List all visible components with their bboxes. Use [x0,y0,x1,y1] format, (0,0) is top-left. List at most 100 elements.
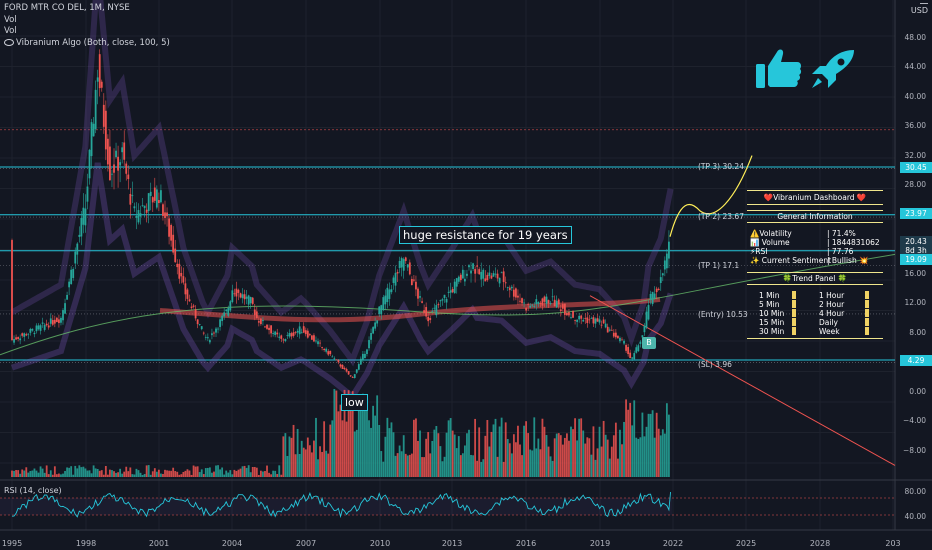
candle-body [445,298,448,303]
volume-bar [584,443,587,477]
algo-indicator[interactable]: Vibranium Algo (Both, close, 100, 5) [4,38,170,50]
candle-body [280,335,283,339]
volume-bar [111,470,113,477]
candle-body [162,204,164,217]
volume-bar [366,398,368,477]
candle-body [113,164,115,173]
candle-body [70,269,73,285]
volume-bar [123,471,126,477]
candle-body [178,263,181,279]
volume-bar [645,426,648,477]
volume-bar [325,450,328,477]
volume-bar [396,453,399,477]
volume-bar [74,465,77,477]
candle-body [464,278,466,282]
candle-body [394,272,397,286]
volume-bar [388,428,391,477]
volume-bar [357,399,360,477]
candle-body [170,224,173,241]
candle-body [308,334,311,336]
candle-body [529,305,532,308]
resistance-callout[interactable]: huge resistance for 19 years [399,226,572,244]
volume-bar [317,459,319,477]
volume-bar [400,451,403,477]
volume-bar [425,438,428,477]
volume-bar [290,437,293,477]
candle-body [413,279,415,281]
symbol-title[interactable]: FORD MTR CO DEL, 1M, NYSE [4,3,130,13]
volume-bar [398,445,401,477]
candle-body [290,333,293,337]
volume-bar [635,437,638,477]
volume-bar [121,473,124,477]
volume-bar [92,465,95,477]
volume-bar [192,465,195,477]
candle-body [561,304,564,309]
trend-bar [865,327,869,335]
currency-label[interactable]: USD [911,3,928,15]
volume-bar [282,436,285,477]
volume-bar [215,465,217,477]
candle-body [625,345,627,351]
candle-body [172,234,175,253]
candle-body [651,291,654,305]
volume-indicator-2[interactable]: Vol [4,26,17,36]
low-callout[interactable]: low [341,394,368,411]
candle-body [461,269,464,279]
candle-body [213,332,215,334]
candle-body [49,318,52,324]
candle-body [533,305,536,307]
volume-bar [494,418,497,477]
volume-indicator-1[interactable]: Vol [4,14,17,25]
candle-body [202,332,205,334]
candle-body [317,341,319,345]
volume-bar [298,454,301,477]
candle-body [292,332,295,336]
volume-bar [668,414,670,477]
candle-body [45,323,48,326]
candle-body [447,291,450,293]
volume-bar [147,465,150,477]
candle-body [543,296,546,302]
candle-body [457,276,460,282]
candle-body [470,270,472,274]
candle-body [286,335,289,336]
eye-icon[interactable] [4,38,14,46]
volume-bar [661,429,664,477]
candle-body [188,299,191,302]
candle-body [535,299,538,305]
sentiment-label: ✨ Current Sentiment [750,256,832,265]
price-tick-label: 36.00 [904,121,926,131]
candle-body [53,319,56,324]
candle-body [227,308,230,316]
buy-signal[interactable]: B [642,337,656,349]
candle-body [423,310,426,313]
volume-bar [321,451,323,477]
candle-body [657,288,660,290]
volume-bar [447,420,450,477]
volume-bar [47,474,50,477]
volume-bar [202,474,205,477]
volume-bar [404,453,407,477]
candle-body [357,364,360,370]
candle-body [345,369,348,372]
volume-bar [229,470,232,477]
candle-body [435,305,438,316]
candle-body [484,278,487,282]
candle-body [176,263,179,268]
trend-divider [747,338,883,339]
volume-bar [349,397,352,477]
candle-body [382,297,385,310]
candle-body [580,315,583,319]
candle-body [537,302,540,304]
candle-body [149,191,152,196]
candle-body [333,358,336,360]
timeframe-label: 1 Hour [819,291,845,300]
candle-body [131,195,134,197]
volume-bar [610,446,613,477]
rsi-legend[interactable]: RSI (14, close) [4,486,62,495]
candle-body [211,333,213,336]
candle-body [388,289,391,299]
volume-bar [160,473,162,477]
